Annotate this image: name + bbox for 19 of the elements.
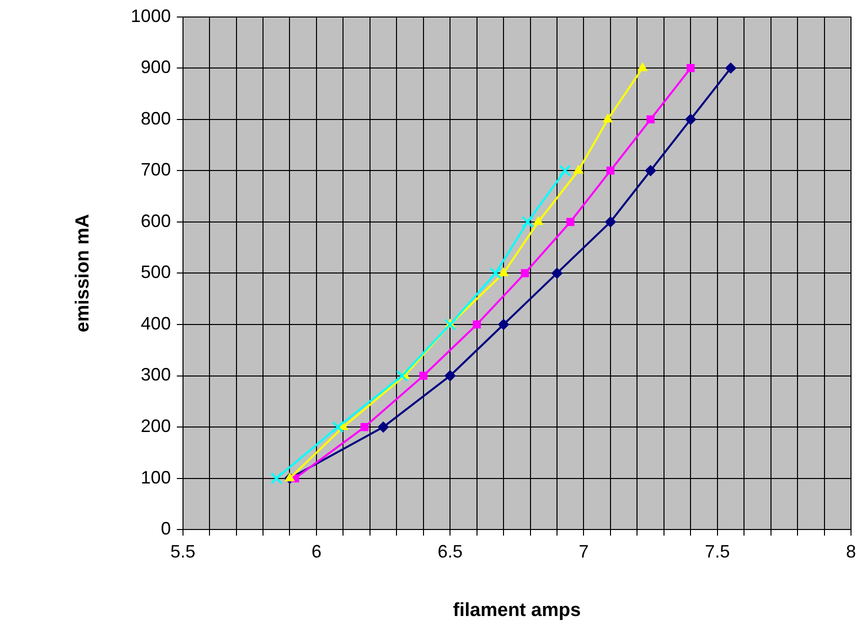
x-tick-label: 6 xyxy=(311,541,322,562)
y-tick-label: 500 xyxy=(140,262,171,282)
y-axis-title: emission mA xyxy=(72,214,94,332)
x-tick-label: 7 xyxy=(578,541,589,562)
y-tick-label: 1000 xyxy=(130,6,171,26)
y-tick-label: 800 xyxy=(140,108,171,128)
y-tick-label: 200 xyxy=(140,416,171,436)
x-tick-label: 5.5 xyxy=(170,541,196,562)
y-tick-label: 600 xyxy=(140,210,171,231)
x-tick-label: 8 xyxy=(846,541,856,562)
x-tick-label: 6.5 xyxy=(438,541,463,562)
x-tick-label: 7.5 xyxy=(704,541,730,562)
y-tick-label: 700 xyxy=(140,160,171,180)
x-axis-title: filament amps xyxy=(453,600,581,621)
y-tick-label: 300 xyxy=(140,364,171,385)
y-tick-label: 400 xyxy=(140,313,171,334)
y-tick-label: 100 xyxy=(140,467,171,488)
y-tick-label: 900 xyxy=(140,57,171,78)
y-tick-label: 0 xyxy=(160,518,171,539)
